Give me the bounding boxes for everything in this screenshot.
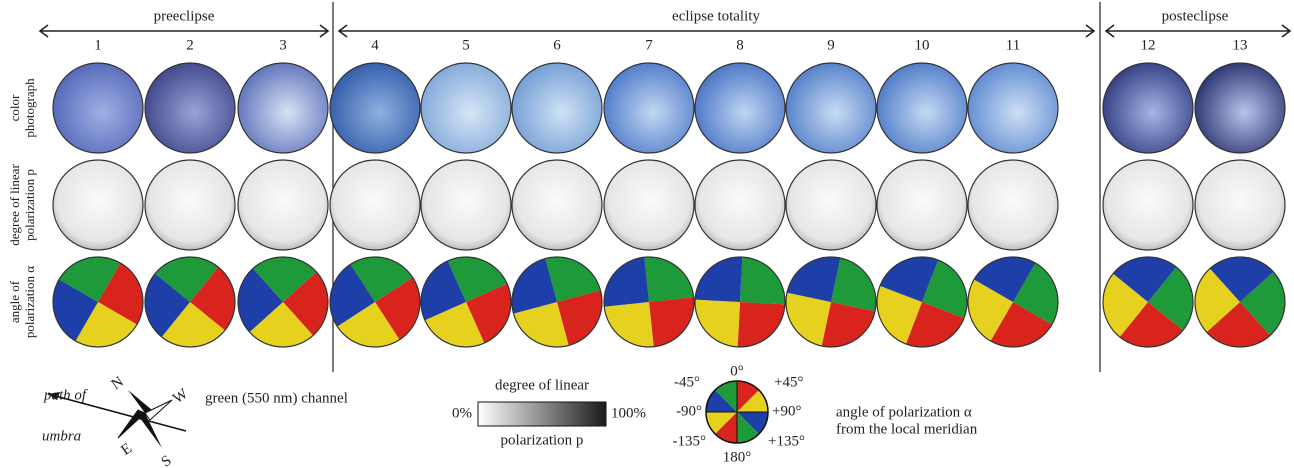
column-label: 13 xyxy=(1233,37,1248,53)
direction: W xyxy=(170,385,191,407)
angle-label: 180° xyxy=(723,449,752,465)
column-label: 12 xyxy=(1141,37,1156,53)
angle-label: +90° xyxy=(772,403,801,419)
row-label: polarization α xyxy=(22,266,37,338)
compass-label: path of xyxy=(43,387,88,403)
sector xyxy=(738,302,785,347)
section-arrows xyxy=(40,25,1290,37)
sector xyxy=(644,257,693,302)
column-label: 11 xyxy=(1006,37,1020,53)
polarization-angle-image xyxy=(695,257,785,347)
direction: E xyxy=(118,440,135,458)
sector xyxy=(740,257,785,304)
section-label: eclipse totality xyxy=(672,8,760,24)
column-label: 3 xyxy=(279,37,287,53)
color-photograph xyxy=(968,63,1058,153)
polarization-angle-image xyxy=(421,257,511,347)
figure: preeclipse eclipse totality posteclipse … xyxy=(0,0,1294,468)
polarization-degree-image xyxy=(145,160,235,250)
polarization-degree-image xyxy=(968,160,1058,250)
angle-label: -90° xyxy=(676,403,702,419)
column-label: 6 xyxy=(553,37,561,53)
row-label: photograph xyxy=(22,78,37,138)
polarization-angle-image xyxy=(786,257,876,347)
color-photograph xyxy=(421,63,511,153)
column-label: 7 xyxy=(645,37,653,53)
row-label: polarization p xyxy=(22,169,37,241)
direction: N xyxy=(109,374,127,393)
angle-label: +135° xyxy=(768,433,805,449)
color-photograph xyxy=(330,63,420,153)
row-label: angle of xyxy=(7,280,22,323)
legend-min: 0% xyxy=(452,405,472,421)
sector xyxy=(695,300,740,347)
angle-wheel xyxy=(706,381,768,443)
column-label: 4 xyxy=(371,37,379,53)
sector xyxy=(604,302,653,347)
polarization-angle-image xyxy=(877,257,967,347)
polarization-angle-image xyxy=(1103,257,1193,347)
row-label: degree of linear xyxy=(7,164,22,246)
sector xyxy=(649,297,694,346)
angle-label: -135° xyxy=(673,433,707,449)
sector xyxy=(695,257,742,302)
compass-label: umbra xyxy=(42,428,81,444)
legend-subtitle: polarization p xyxy=(501,432,584,448)
section-label: preeclipse xyxy=(154,8,215,24)
angle-caption: angle of polarization α xyxy=(836,404,972,420)
angle-label: -45° xyxy=(674,374,700,390)
column-label: 5 xyxy=(462,37,470,53)
color-photograph xyxy=(1103,63,1193,153)
color-photograph xyxy=(877,63,967,153)
gradient-bar xyxy=(478,402,606,426)
angle-label: 0° xyxy=(730,363,744,379)
polarization-angle-image xyxy=(512,257,602,347)
polarization-degree-image xyxy=(421,160,511,250)
color-photograph xyxy=(604,63,694,153)
column-label: 10 xyxy=(915,37,930,53)
color-photograph xyxy=(1195,63,1285,153)
channel-label: green (550 nm) channel xyxy=(205,390,348,406)
column-label: 9 xyxy=(827,37,835,53)
color-photograph xyxy=(695,63,785,153)
color-photograph xyxy=(145,63,235,153)
polarization-degree-image xyxy=(877,160,967,250)
polarization-degree-image xyxy=(53,160,143,250)
color-photograph xyxy=(512,63,602,153)
angle-caption: from the local meridian xyxy=(836,421,978,437)
column-label: 2 xyxy=(186,37,194,53)
column-label: 8 xyxy=(736,37,744,53)
angle-label: +45° xyxy=(774,374,803,390)
color-photograph xyxy=(53,63,143,153)
legend-title: degree of linear xyxy=(495,377,589,393)
polarization-angle-image xyxy=(330,257,420,347)
polarization-degree-image xyxy=(786,160,876,250)
polarization-degree-image xyxy=(695,160,785,250)
polarization-degree-image xyxy=(330,160,420,250)
row-label: color xyxy=(7,94,22,121)
polarization-angle-image xyxy=(145,257,235,347)
row-labels: color photograph degree of linear polari… xyxy=(7,78,37,338)
polarization-angle-image xyxy=(604,257,694,347)
polarization-degree-image xyxy=(238,160,328,250)
color-photograph xyxy=(238,63,328,153)
section-label: posteclipse xyxy=(1162,8,1229,24)
polarization-degree-image xyxy=(1103,160,1193,250)
color-photograph xyxy=(786,63,876,153)
polarization-degree-image xyxy=(512,160,602,250)
polarization-angle-image xyxy=(968,257,1058,347)
sector xyxy=(604,257,649,306)
polarization-angle-image xyxy=(1195,257,1285,347)
polarization-degree-image xyxy=(1195,160,1285,250)
direction: S xyxy=(159,453,175,468)
polarization-angle-image xyxy=(53,257,143,347)
legend-max: 100% xyxy=(611,405,646,421)
polarization-degree-image xyxy=(604,160,694,250)
polarization-angle-image xyxy=(238,257,328,347)
column-label: 1 xyxy=(94,37,102,53)
